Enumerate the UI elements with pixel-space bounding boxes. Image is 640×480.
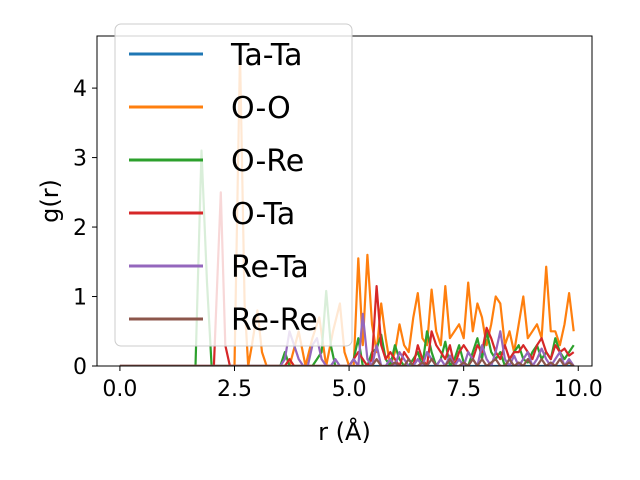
series-line-o-ta bbox=[119, 191, 575, 366]
legend-label-ta-ta: Ta-Ta bbox=[230, 38, 303, 73]
legend-label-re-re: Re-Re bbox=[231, 303, 318, 338]
series-line-re-re bbox=[119, 358, 575, 366]
y-tick-label: 0 bbox=[73, 355, 87, 380]
x-tick-label: 5.0 bbox=[332, 377, 367, 402]
legend-label-o-o: O-O bbox=[231, 91, 291, 126]
y-axis-label: g(r) bbox=[36, 179, 64, 223]
y-tick-label: 1 bbox=[73, 286, 87, 311]
legend-label-re-ta: Re-Ta bbox=[231, 250, 309, 285]
legend-label-o-re: O-Re bbox=[231, 144, 304, 179]
x-tick-label: 7.5 bbox=[446, 377, 481, 402]
series-layer bbox=[119, 52, 575, 366]
x-tick-label: 0.0 bbox=[102, 377, 137, 402]
series-line-re-ta bbox=[119, 312, 575, 366]
y-tick-label: 4 bbox=[73, 77, 87, 102]
legend-label-o-ta: O-Ta bbox=[231, 197, 295, 232]
legend: Ta-Ta O-O O-Re O-Ta Re-Ta Re-Re bbox=[114, 23, 353, 347]
axes-layer: 0.0 2.5 5.0 7.5 10.0 0 1 2 3 4 r (Å) g(r) bbox=[36, 35, 603, 446]
x-tick-label: 10.0 bbox=[554, 377, 603, 402]
y-tick-label: 3 bbox=[73, 147, 87, 172]
series-line-o-o bbox=[119, 52, 575, 366]
x-axis-label: r (Å) bbox=[318, 417, 371, 446]
y-tick-label: 2 bbox=[73, 216, 87, 241]
x-tick-label: 2.5 bbox=[217, 377, 252, 402]
